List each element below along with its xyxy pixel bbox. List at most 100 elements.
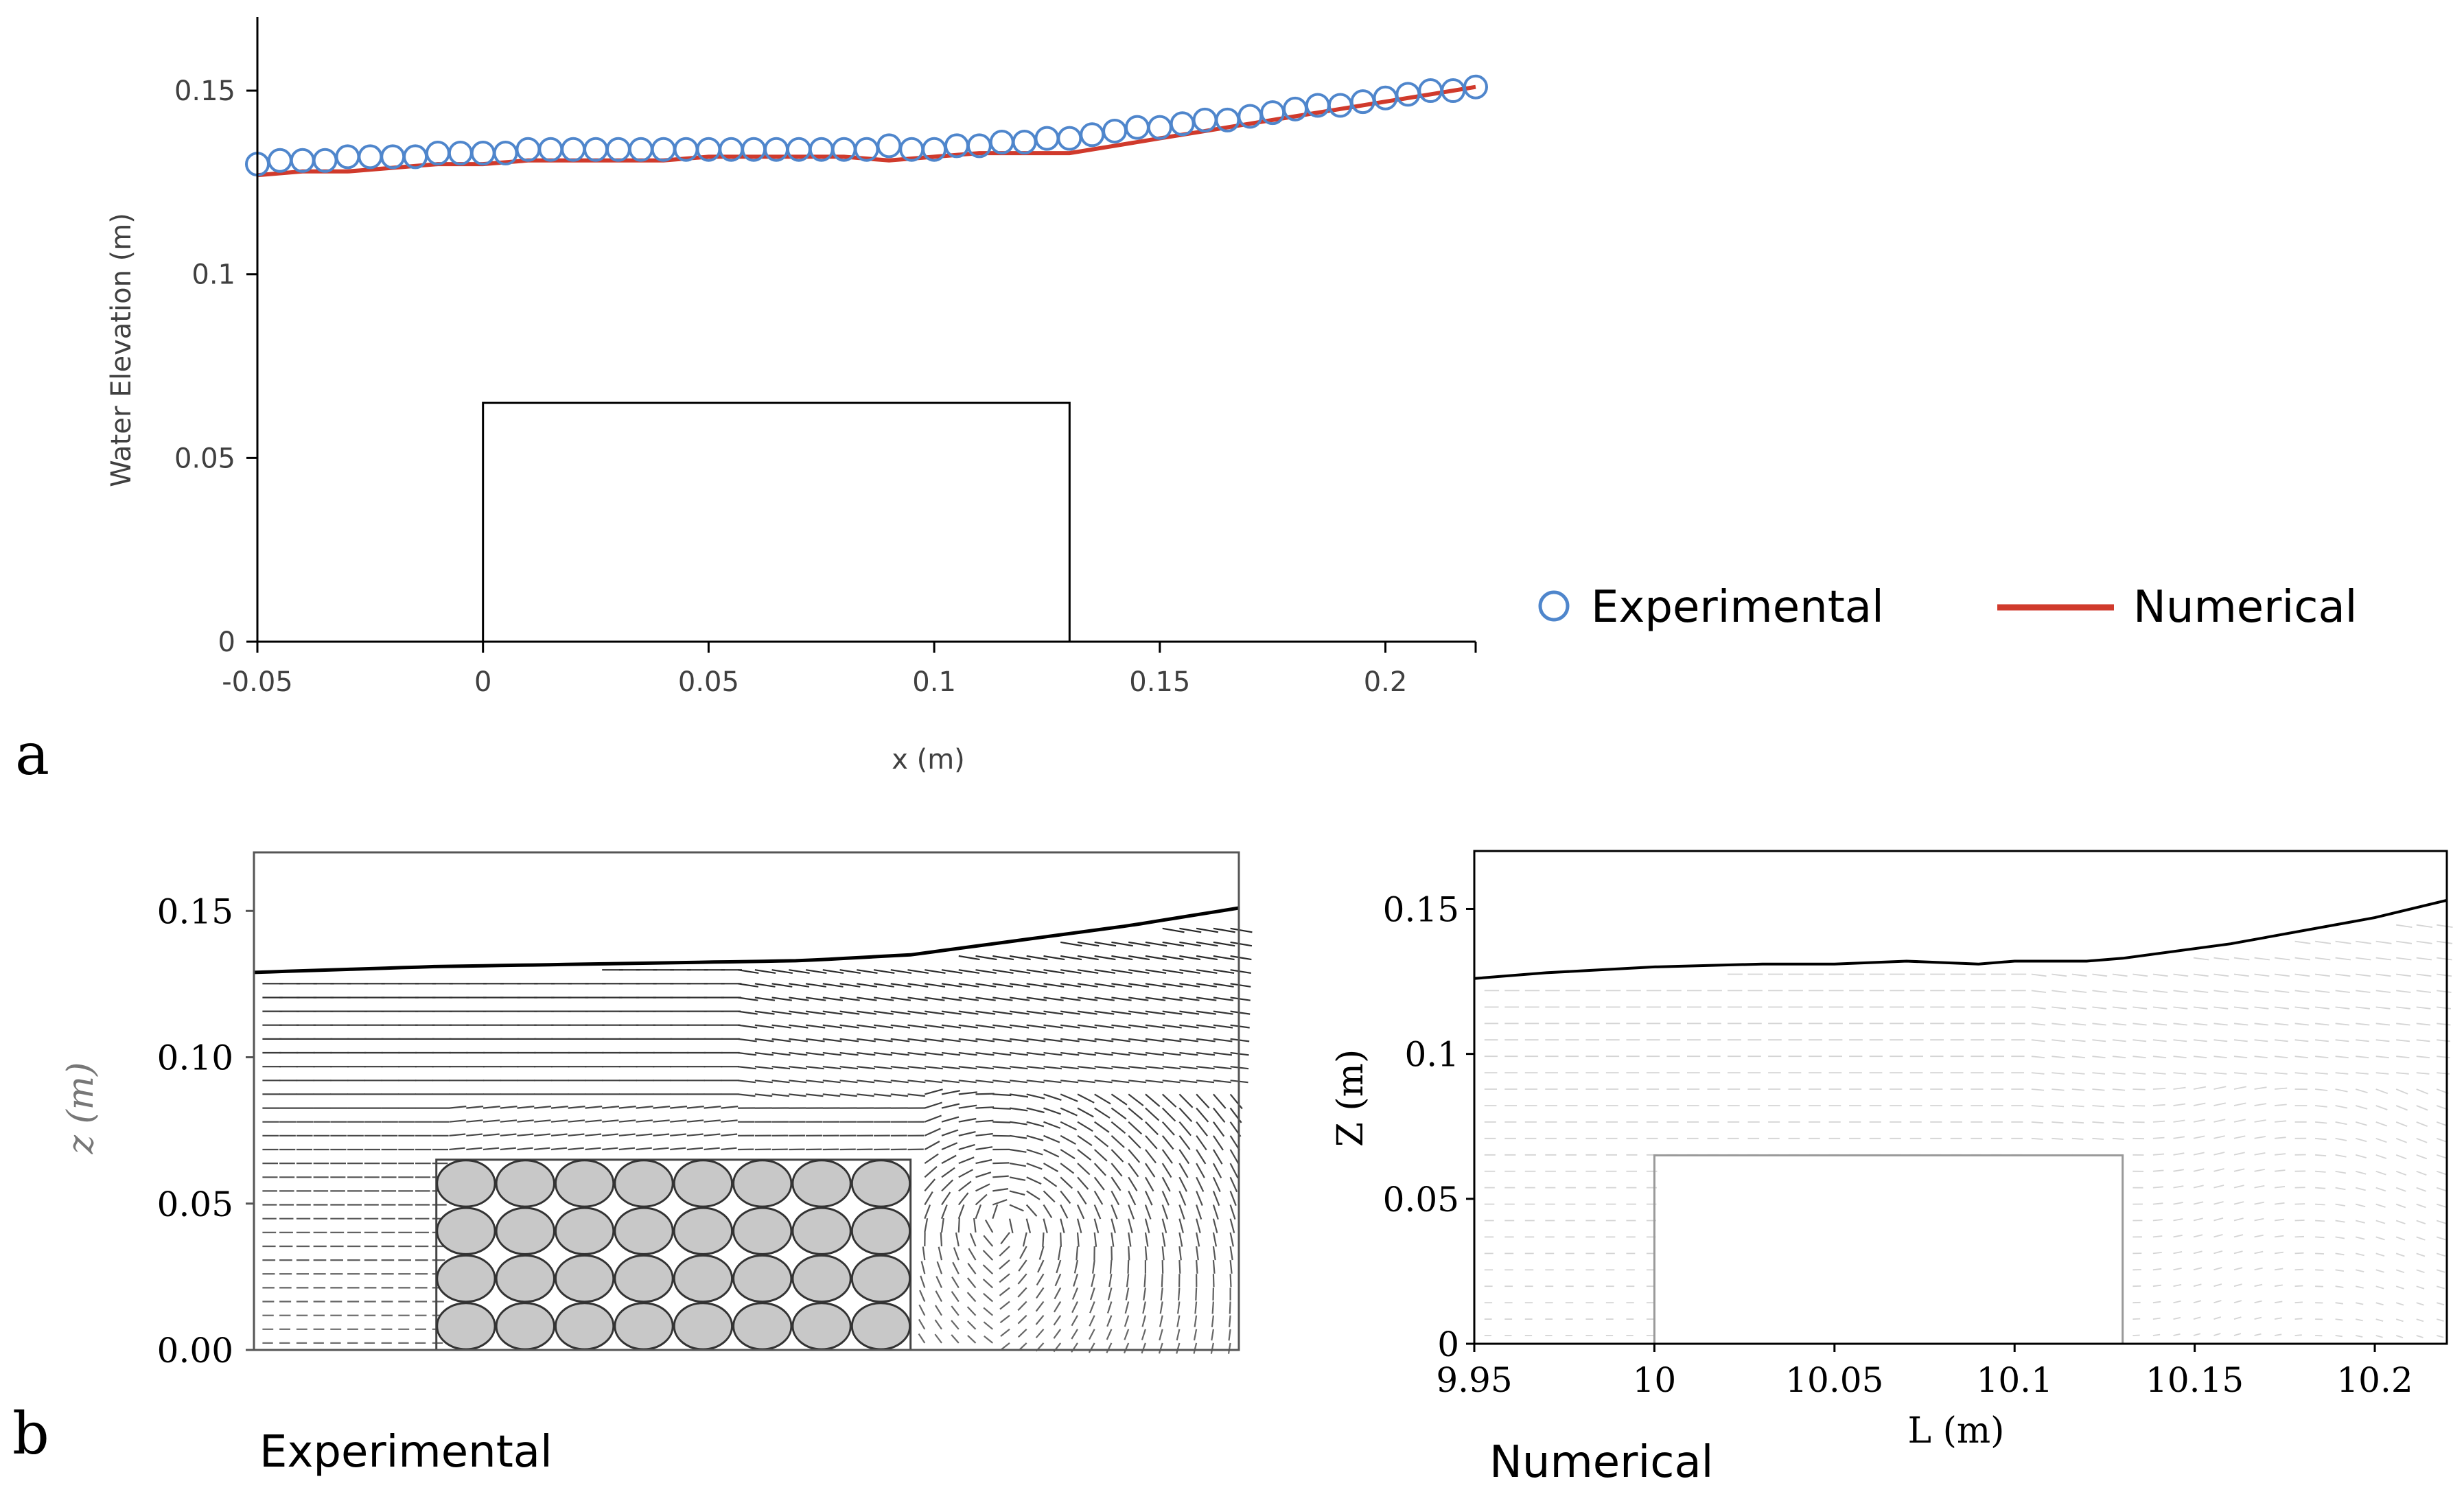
velocity-vector <box>1026 1190 1041 1200</box>
velocity-vector <box>1109 1260 1113 1274</box>
velocity-vector <box>2213 1102 2226 1106</box>
velocity-vector <box>2335 940 2351 944</box>
velocity-vector <box>975 1193 988 1206</box>
velocity-vector <box>483 1106 500 1109</box>
velocity-vector <box>2375 1154 2387 1159</box>
velocity-vector <box>992 1080 1011 1084</box>
velocity-vector <box>618 1133 636 1137</box>
velocity-vector <box>975 1172 992 1178</box>
velocity-vector <box>1009 1204 1024 1212</box>
velocity-vector <box>636 1119 653 1123</box>
velocity-vector <box>1025 1204 1038 1217</box>
velocity-vector <box>534 1133 551 1137</box>
velocity-vector <box>1038 1246 1045 1260</box>
velocity-vector <box>2355 1088 2368 1094</box>
velocity-vector <box>1057 1246 1062 1261</box>
velocity-vector <box>1128 983 1150 988</box>
velocity-vector <box>1162 1010 1183 1015</box>
velocity-vector <box>2416 1252 2426 1257</box>
velocity-vector <box>2274 1006 2289 1010</box>
velocity-vector <box>2152 1023 2167 1026</box>
velocity-vector <box>2233 1217 2244 1222</box>
velocity-vector <box>1089 1329 1095 1340</box>
panel-a-x-tick-label: 0.2 <box>1364 666 1408 698</box>
velocity-vector <box>982 1250 994 1261</box>
velocity-vector <box>1178 1260 1181 1274</box>
velocity-vector <box>2335 1006 2350 1010</box>
velocity-vector <box>2356 1072 2369 1075</box>
velocity-vector <box>1026 955 1048 961</box>
velocity-vector <box>2437 957 2452 961</box>
velocity-vector <box>1060 1190 1071 1204</box>
velocity-vector <box>1128 1204 1135 1220</box>
velocity-vector <box>2193 1201 2204 1205</box>
velocity-vector <box>1026 1107 1045 1114</box>
velocity-vector <box>2315 1154 2327 1156</box>
velocity-vector <box>1077 1190 1087 1205</box>
velocity-vector <box>2152 1104 2165 1106</box>
velocity-vector <box>975 1119 994 1123</box>
experimental-plot-frame <box>253 851 1240 1351</box>
experimental-point <box>335 144 360 170</box>
velocity-vector <box>1128 1121 1143 1135</box>
velocity-vector <box>2071 1039 2086 1042</box>
velocity-vector <box>890 1051 909 1056</box>
velocity-vector <box>2132 990 2148 993</box>
velocity-vector <box>958 1143 975 1151</box>
velocity-vector <box>771 1024 791 1029</box>
velocity-vector <box>2193 1234 2203 1238</box>
velocity-vector <box>1009 1010 1030 1015</box>
velocity-vector <box>857 996 877 1001</box>
experimental-point <box>1170 111 1195 137</box>
velocity-vector <box>2315 1203 2325 1206</box>
velocity-vector <box>1077 983 1098 988</box>
velocity-vector <box>2416 1023 2430 1026</box>
experimental-point <box>448 141 473 166</box>
velocity-vector <box>966 1292 977 1303</box>
velocity-vector <box>2356 1302 2364 1305</box>
experimental-y-tick-label: 0.00 <box>157 1331 233 1371</box>
velocity-vector <box>890 1080 909 1084</box>
velocity-vector <box>2233 1201 2244 1205</box>
velocity-vector <box>1054 1273 1062 1287</box>
velocity-vector <box>1213 1051 1233 1056</box>
velocity-vector <box>1009 1134 1027 1139</box>
velocity-vector <box>1076 1232 1080 1247</box>
velocity-vector <box>1094 1121 1110 1133</box>
velocity-vector <box>1196 1051 1216 1056</box>
velocity-vector <box>2071 1006 2087 1010</box>
velocity-vector <box>1128 1149 1141 1163</box>
velocity-vector <box>924 1115 942 1123</box>
velocity-vector <box>1106 1329 1113 1340</box>
velocity-vector <box>1128 1051 1148 1056</box>
velocity-vector <box>1212 1135 1224 1151</box>
velocity-vector <box>2213 990 2229 993</box>
velocity-vector <box>1162 1038 1182 1042</box>
velocity-vector <box>1111 1024 1131 1029</box>
velocity-vector <box>754 1024 775 1029</box>
velocity-vector <box>941 1080 960 1084</box>
velocity-vector <box>1162 996 1183 1001</box>
velocity-vector <box>1111 1038 1131 1042</box>
velocity-vector <box>1145 1149 1157 1164</box>
velocity-vector <box>907 1024 927 1029</box>
velocity-vector <box>2416 1039 2430 1042</box>
velocity-vector <box>737 1038 757 1042</box>
velocity-vector <box>1060 1134 1076 1145</box>
velocity-vector <box>1026 1080 1045 1084</box>
experimental-point <box>1057 126 1082 151</box>
velocity-vector <box>992 1199 1008 1206</box>
velocity-vector <box>975 1146 993 1151</box>
velocity-vector <box>754 1066 774 1070</box>
numerical-y-tick-label: 0 <box>1437 1325 1459 1364</box>
velocity-vector <box>2375 1285 2384 1290</box>
velocity-vector <box>1026 1051 1045 1056</box>
velocity-vector <box>2152 1284 2161 1287</box>
velocity-vector <box>1106 1301 1113 1314</box>
velocity-vector <box>2274 1186 2286 1189</box>
velocity-vector <box>1161 1190 1170 1206</box>
velocity-vector <box>1060 1176 1073 1189</box>
velocity-vector <box>839 996 860 1001</box>
velocity-vector <box>789 1051 808 1056</box>
velocity-vector <box>636 1147 652 1151</box>
